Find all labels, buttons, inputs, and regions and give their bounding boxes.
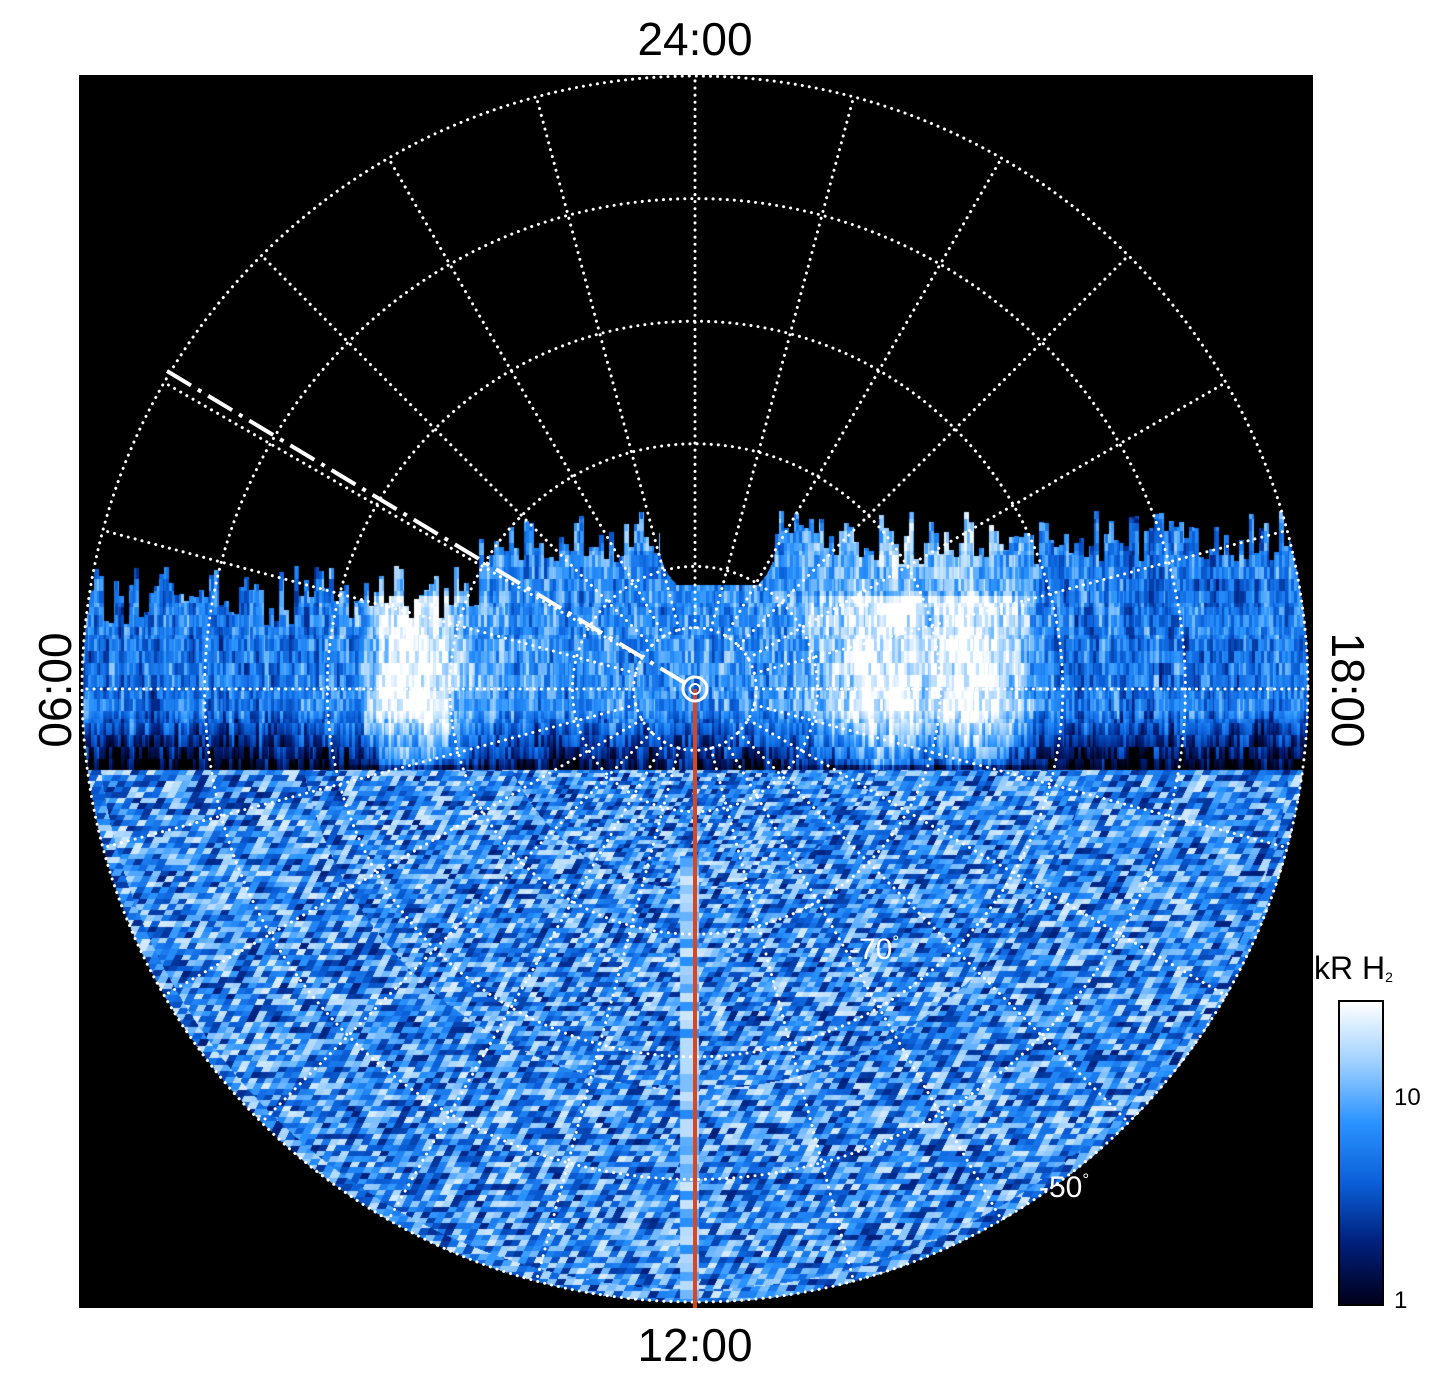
longitude-line	[724, 156, 1003, 638]
local-time-label-right: 18:00	[1322, 632, 1374, 748]
longitude-line	[387, 740, 666, 1222]
polar-projection-image: -70° -50°	[79, 75, 1313, 1308]
longitude-line	[746, 381, 1228, 660]
longitude-line	[746, 718, 1228, 997]
colorbar-tick-1: 1	[1394, 1287, 1408, 1314]
local-time-label-bottom: 12:00	[637, 1319, 753, 1371]
longitude-line	[724, 740, 1003, 1222]
latitude-label-50: -50°	[1039, 1170, 1089, 1204]
local-time-label-left: 06:00	[29, 632, 81, 748]
latitude-label-70: -70°	[849, 932, 899, 966]
longitude-line	[387, 156, 666, 638]
longitude-line	[752, 703, 1289, 850]
dashed-local-time-marker	[165, 369, 687, 685]
pole-marker	[681, 675, 709, 703]
colorbar-tick-10: 10	[1394, 1084, 1421, 1111]
latitude-ring	[203, 197, 1187, 1181]
polar-grid-overlay: -70° -50°	[80, 75, 1310, 1308]
longitude-line	[736, 254, 1130, 648]
longitude-line	[534, 95, 681, 632]
longitude-line	[752, 528, 1289, 675]
longitude-line	[709, 746, 856, 1283]
colorbar-title: kR H2	[1314, 950, 1393, 986]
longitude-line	[260, 254, 654, 648]
longitude-line	[101, 703, 638, 850]
longitude-line	[101, 528, 638, 675]
latitude-ring	[80, 75, 1310, 1304]
longitude-line	[534, 746, 681, 1283]
local-time-label-top: 24:00	[637, 13, 753, 65]
longitude-line	[709, 95, 856, 632]
colorbar	[1338, 1000, 1384, 1306]
longitude-line	[736, 730, 1130, 1124]
longitude-line	[162, 718, 644, 997]
longitude-line	[162, 381, 644, 660]
longitude-line	[260, 730, 654, 1124]
pole-marker-inner	[689, 683, 701, 695]
